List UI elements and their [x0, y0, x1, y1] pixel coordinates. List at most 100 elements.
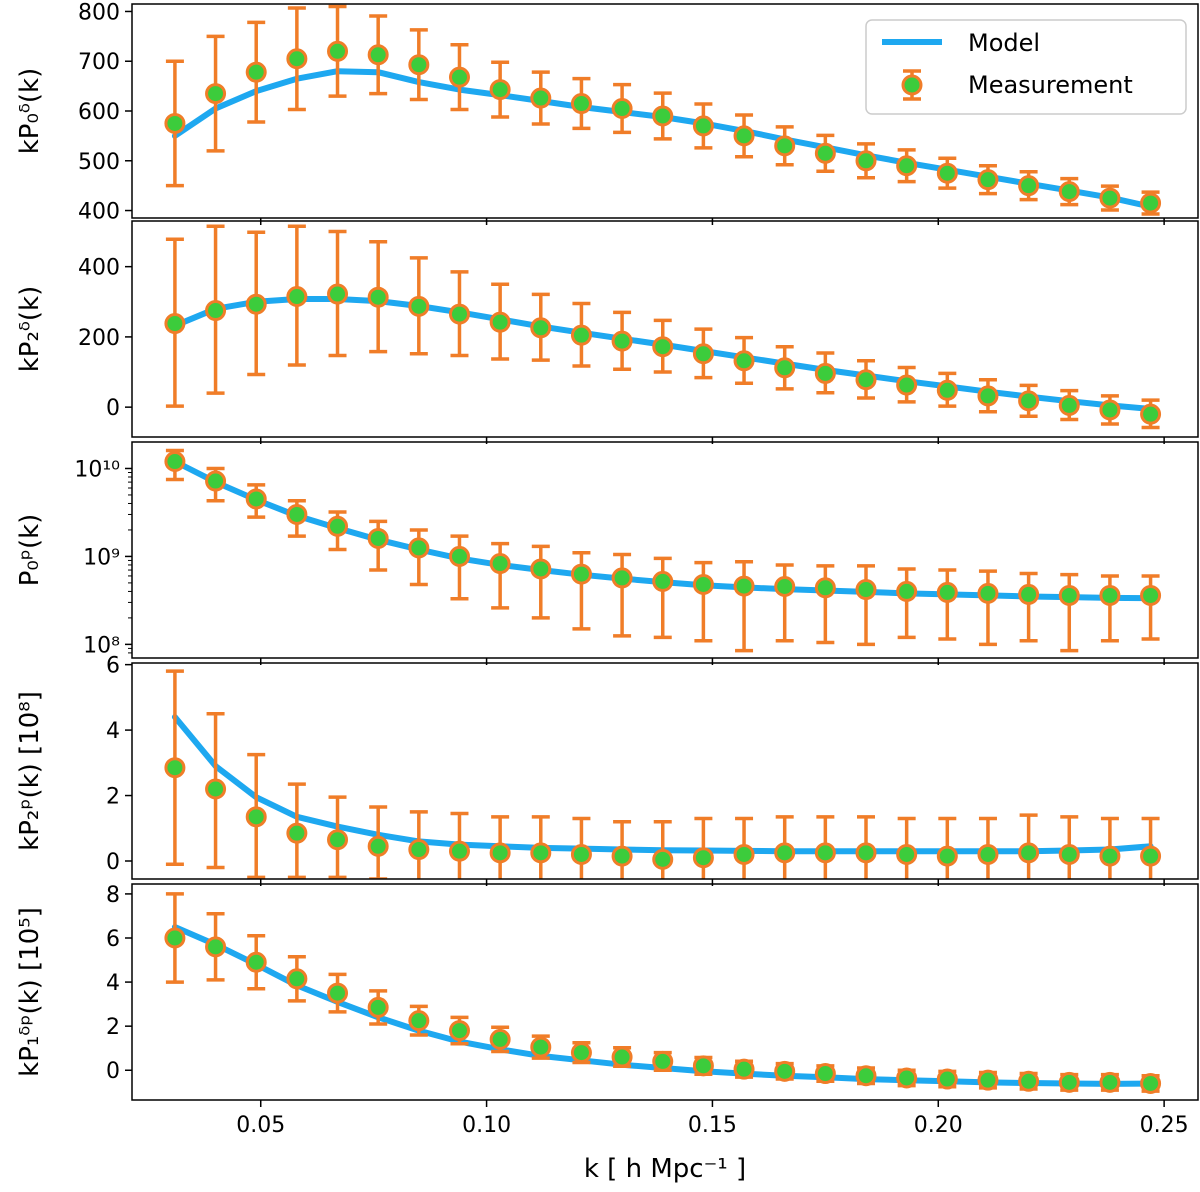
y-tick-label: 8 [106, 883, 120, 908]
measurement-point [652, 848, 674, 870]
measurement-point [530, 87, 552, 109]
measurement-point [205, 778, 227, 800]
measurement-point [1018, 1070, 1040, 1092]
panel-frame [131, 441, 1199, 659]
measurement-point [367, 835, 389, 857]
measurement-point [408, 1010, 430, 1032]
measurement-point [855, 150, 877, 172]
measurement-point [977, 582, 999, 604]
measurement-point [733, 1058, 755, 1080]
measurement-point [977, 843, 999, 865]
measurement-point [1058, 584, 1080, 606]
measurement-point [205, 300, 227, 322]
y-tick-label: 800 [78, 0, 120, 25]
panel-frame [131, 662, 1199, 880]
measurement-point [245, 488, 267, 510]
panel-frame [131, 3, 1199, 219]
measurement-point [408, 839, 430, 861]
measurement-point [367, 286, 389, 308]
y-tick-label: 500 [78, 150, 120, 175]
measurement-point [896, 155, 918, 177]
measurement-point [611, 330, 633, 352]
y-axis-label: kP₂ᵖ(k) [10⁸] [15, 691, 45, 851]
y-axis-label: kP₂ᵟ(k) [15, 286, 45, 373]
measurement-point [896, 580, 918, 602]
x-axis-label: k [ h Mpc⁻¹ ] [584, 1154, 746, 1184]
measurement-point [774, 135, 796, 157]
measurement-point [489, 79, 511, 101]
y-tick-label: 700 [78, 50, 120, 75]
y-tick-label: 200 [78, 326, 120, 351]
measurement-point [611, 1046, 633, 1068]
measurement-point [652, 570, 674, 592]
plot-area [164, 448, 1162, 653]
panel-5: 0 2 4 6 8 kP₁ᵟᵖ(k) [10⁵] [15, 883, 1199, 1107]
measurement-point [205, 936, 227, 958]
measurement-point [489, 553, 511, 575]
measurement-point [855, 842, 877, 864]
y-tick-label: 0 [106, 396, 120, 421]
y-tick-label: 400 [78, 256, 120, 281]
measurement-point [448, 545, 470, 567]
measurement-point [1099, 187, 1121, 209]
measurement-point [692, 1055, 714, 1077]
panel-3: 10⁸ 10⁹ 10¹⁰ P₀ᵖ(k) [15, 441, 1199, 665]
measurement-point [245, 951, 267, 973]
y-axis-label: P₀ᵖ(k) [15, 514, 45, 587]
y-axis-label: kP₀ᵟ(k) [15, 68, 45, 155]
measurement-point [1058, 181, 1080, 203]
measurement-point [489, 1028, 511, 1050]
measurement-point [814, 1063, 836, 1085]
measurement-point [733, 575, 755, 597]
measurement-point [1099, 1071, 1121, 1093]
measurement-point [977, 169, 999, 191]
measurement-point [367, 996, 389, 1018]
y-tick-label: 0 [106, 1059, 120, 1084]
y-axis-label: kP₁ᵟᵖ(k) [10⁵] [15, 907, 45, 1077]
measurement-point [1099, 399, 1121, 421]
measurement-point [692, 847, 714, 869]
measurement-point [896, 1067, 918, 1089]
measurement-point [205, 470, 227, 492]
measurement-point [327, 515, 349, 537]
measurement-point [611, 98, 633, 120]
panel-frame [131, 883, 1199, 1101]
measurement-point [814, 362, 836, 384]
x-tick-label: 0.10 [462, 1113, 511, 1138]
measurement-point [164, 927, 186, 949]
y-tick-label: 4 [106, 971, 120, 996]
legend-measurement-marker [901, 74, 923, 96]
measurement-point [733, 843, 755, 865]
y-tick-label: 10⁹ [83, 545, 120, 570]
measurement-point [733, 350, 755, 372]
measurement-point [611, 845, 633, 867]
legend-box [865, 19, 1187, 115]
measurement-point [936, 845, 958, 867]
measurement-point [570, 93, 592, 115]
measurement-point [692, 573, 714, 595]
y-tick-label: 0 [106, 850, 120, 875]
measurement-point [1140, 584, 1162, 606]
measurement-point [977, 1069, 999, 1091]
measurement-point [1058, 394, 1080, 416]
measurement-point [367, 44, 389, 66]
y-tick-label: 4 [106, 719, 120, 744]
measurement-point [855, 579, 877, 601]
measurement-point [1140, 192, 1162, 214]
panel-4: 0 2 4 6 kP₂ᵖ(k) [10⁸] [15, 654, 1199, 886]
measurement-point [286, 48, 308, 70]
panel-2: 0 200 400 kP₂ᵟ(k) [15, 220, 1199, 444]
plot-area [164, 892, 1162, 1094]
x-tick-label: 0.05 [236, 1113, 285, 1138]
y-tick-label: 2 [106, 1015, 120, 1040]
x-tick-label: 0.15 [688, 1113, 737, 1138]
measurement-point [327, 40, 349, 62]
y-tick-label: 2 [106, 785, 120, 810]
measurement-point [652, 1050, 674, 1072]
measurement-point [530, 1036, 552, 1058]
measurement-point [692, 115, 714, 137]
measurement-point [530, 558, 552, 580]
panels-group: 400500600700800kP₀ᵟ(k)0200400kP₂ᵟ(k)10⁸1… [15, 0, 1199, 1107]
measurement-point [448, 1020, 470, 1042]
